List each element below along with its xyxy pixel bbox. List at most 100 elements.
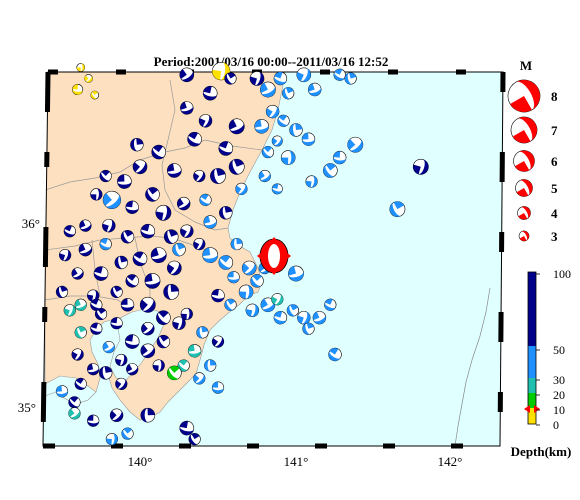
focal-mechanism [224, 298, 237, 311]
focal-mechanism [228, 158, 245, 175]
focal-mechanism [124, 334, 140, 349]
focal-mechanism [144, 272, 161, 289]
focal-mechanism [99, 169, 112, 183]
focal-mechanism [312, 310, 327, 325]
legend-ball-3 [518, 230, 530, 242]
focal-mechanism [260, 297, 276, 313]
depth-pointer-left [524, 405, 530, 413]
focal-mechanism [297, 310, 311, 325]
focal-mechanism [109, 408, 124, 422]
map-title: Period:2001/03/16 00:00--2011/03/16 12:5… [154, 54, 389, 69]
focal-mechanism [218, 141, 234, 156]
focal-mechanism [132, 251, 148, 267]
focal-mechanism [102, 218, 116, 233]
focal-mechanism [87, 363, 100, 376]
focal-mechanism [258, 169, 271, 183]
focal-mechanism [79, 219, 92, 232]
focal-mechanism [210, 168, 226, 184]
mainshock-marker [257, 237, 291, 275]
focal-mechanism [78, 242, 93, 257]
focal-mechanism [172, 316, 186, 330]
focal-mechanism [84, 74, 93, 83]
focal-mechanism [90, 298, 103, 311]
focal-mechanism [224, 72, 237, 85]
focal-mechanism [163, 284, 180, 300]
focal-mechanism [121, 427, 134, 440]
legend-label-4: 4 [551, 206, 558, 221]
focal-mechanism [332, 150, 347, 165]
focal-mechanism [68, 407, 81, 420]
focal-mechanism [187, 344, 202, 358]
focal-mechanism [98, 366, 113, 380]
focal-mechanism [99, 237, 112, 251]
legend-label-5: 5 [551, 181, 558, 196]
focal-mechanism [193, 372, 206, 385]
focal-mechanism [280, 150, 296, 165]
legend-ball-5 [515, 179, 533, 197]
depth-tick-20: 20 [553, 388, 565, 402]
magnitude-legend: M 8 7 6 5 4 3 [507, 58, 558, 244]
focal-mechanism [187, 131, 202, 147]
focal-mechanism [328, 347, 342, 362]
lat-labels: 36° 35° [18, 216, 40, 415]
focal-mechanism [260, 81, 276, 98]
focal-mechanism [71, 348, 84, 361]
focal-mechanism [55, 285, 69, 299]
focal-mechanism [72, 84, 84, 96]
focal-mechanism [250, 274, 264, 288]
focal-mechanism [180, 224, 194, 238]
focal-mechanism [141, 322, 155, 336]
focal-mechanism [323, 163, 338, 178]
focal-mechanism [117, 174, 132, 189]
focal-mechanism [308, 82, 322, 97]
depth-tick-0: 0 [553, 418, 559, 432]
focal-mechanism [211, 335, 225, 348]
focal-mechanism [193, 169, 206, 183]
focal-mechanism [180, 101, 194, 115]
focal-mechanism [140, 343, 156, 359]
focal-mechanism [145, 187, 160, 202]
focal-mechanism [289, 123, 303, 137]
depth-band-green [528, 393, 536, 408]
focal-mechanism [155, 204, 172, 221]
focal-mechanism [125, 200, 139, 214]
focal-mechanism [179, 67, 195, 83]
focal-mechanism [151, 144, 167, 160]
legend-ball-4 [517, 206, 531, 220]
focal-mechanism [199, 193, 212, 207]
focal-mechanism [172, 242, 186, 257]
focal-mechanism [286, 304, 299, 317]
focal-mechanism [271, 135, 283, 147]
depth-band-surface [528, 408, 536, 424]
focal-mechanism [333, 68, 346, 81]
lon-label-141: 141° [284, 454, 309, 469]
focal-mechanism [301, 132, 316, 146]
focal-mechanism [261, 145, 275, 159]
focal-mechanism [132, 159, 148, 175]
focal-mechanism [90, 322, 103, 335]
lat-label-35: 35° [18, 400, 36, 415]
focal-mechanism [140, 407, 156, 423]
depth-tick-50: 50 [553, 343, 565, 357]
focal-mechanism [74, 326, 87, 339]
focal-mechanism [87, 414, 100, 427]
focal-mechanism [120, 230, 135, 244]
focal-mechanism [265, 104, 280, 119]
focal-mechanism [305, 175, 318, 188]
focal-mechanism [126, 363, 139, 376]
focal-mechanism [211, 381, 225, 394]
focal-mechanism [245, 303, 260, 318]
lon-label-142: 142° [438, 454, 463, 469]
legend-label-8: 8 [551, 89, 558, 104]
depth-band-shallow [528, 378, 536, 393]
focal-mechanism [167, 163, 182, 178]
legend-ball-8 [507, 79, 541, 113]
focal-mechanism [241, 260, 257, 276]
focal-mechanism [273, 71, 288, 86]
focal-mechanism [59, 249, 72, 262]
legend-label-3: 3 [551, 229, 558, 244]
depth-band-deep [528, 272, 536, 346]
depth-pointer-right [534, 405, 540, 413]
focal-mechanism [156, 310, 171, 325]
